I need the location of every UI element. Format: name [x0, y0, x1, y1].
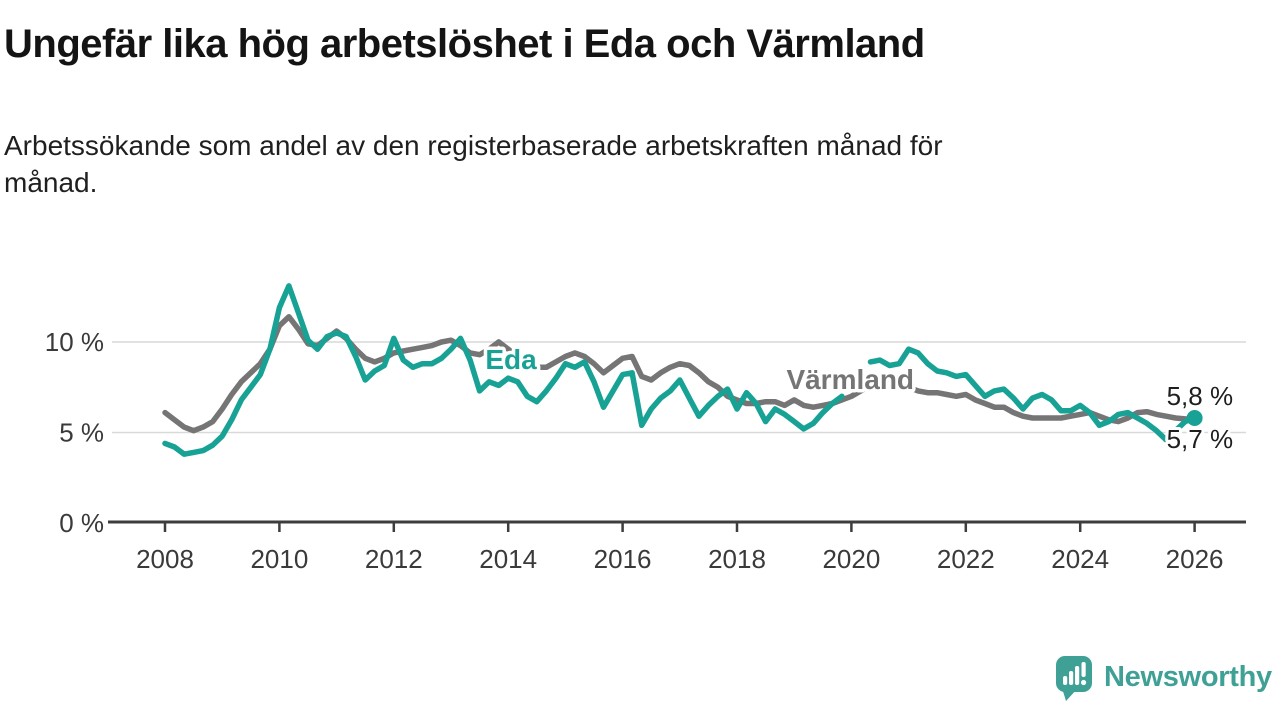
page-subtitle: Arbetssökande som andel av den registerb…: [4, 128, 943, 202]
x-axis-label-2010: 2010: [250, 544, 308, 574]
line-värmland: [162, 313, 1198, 434]
x-axis-label-2020: 2020: [822, 544, 880, 574]
end-value-label-värmland: 5,7 %: [1167, 424, 1234, 454]
x-axis-label-2014: 2014: [479, 544, 537, 574]
newsworthy-logo-text: Newsworthy: [1104, 660, 1272, 693]
series-label-eda: Eda: [485, 344, 537, 375]
x-axis-label-2024: 2024: [1051, 544, 1109, 574]
y-axis-label-5: 5 %: [59, 418, 104, 448]
x-axis-label-2018: 2018: [708, 544, 766, 574]
page-subtitle-line1: Arbetssökande som andel av den registerb…: [4, 130, 943, 161]
line-eda: [867, 346, 1198, 443]
line-eda: [162, 283, 845, 457]
series-label-värmland: Värmland: [786, 364, 914, 395]
y-axis-label-10: 10 %: [45, 327, 104, 357]
x-axis-label-2026: 2026: [1166, 544, 1224, 574]
y-axis-label-0: 0 %: [59, 508, 104, 538]
end-value-label-eda: 5,8 %: [1167, 381, 1234, 411]
x-axis-label-2022: 2022: [937, 544, 995, 574]
newsworthy-logo-icon: [1056, 656, 1092, 701]
x-axis-label-2008: 2008: [136, 544, 194, 574]
end-dot-eda: [1186, 410, 1203, 427]
page-subtitle-line2: månad.: [4, 166, 98, 198]
page-title: Ungefär lika hög arbetslöshet i Eda och …: [4, 22, 925, 66]
x-axis-label-2016: 2016: [594, 544, 652, 574]
newsworthy-logo: Newsworthy: [1054, 652, 1272, 702]
x-axis-label-2012: 2012: [365, 544, 423, 574]
